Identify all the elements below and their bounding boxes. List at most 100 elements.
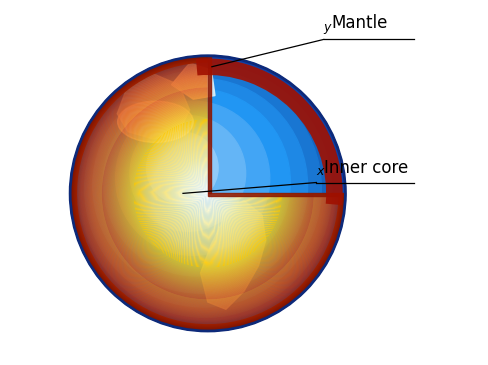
Wedge shape (161, 146, 255, 241)
Wedge shape (71, 56, 345, 330)
Wedge shape (109, 95, 306, 292)
Wedge shape (163, 149, 252, 238)
Wedge shape (155, 141, 261, 246)
Wedge shape (183, 169, 232, 218)
Wedge shape (71, 57, 344, 330)
Wedge shape (178, 164, 238, 223)
Wedge shape (150, 136, 265, 251)
Ellipse shape (70, 56, 346, 331)
Wedge shape (102, 87, 314, 299)
Wedge shape (196, 181, 220, 205)
Wedge shape (195, 180, 221, 206)
Wedge shape (170, 155, 246, 231)
Wedge shape (103, 89, 312, 298)
Ellipse shape (146, 132, 218, 204)
Wedge shape (101, 86, 315, 301)
Wedge shape (164, 150, 251, 237)
Wedge shape (94, 79, 322, 308)
Wedge shape (122, 107, 294, 280)
Wedge shape (191, 177, 224, 210)
Polygon shape (201, 201, 266, 309)
Wedge shape (121, 106, 295, 280)
Wedge shape (84, 70, 331, 317)
Wedge shape (166, 151, 249, 235)
Wedge shape (125, 111, 290, 276)
Wedge shape (115, 101, 301, 286)
Wedge shape (99, 84, 317, 303)
Wedge shape (196, 58, 343, 205)
Wedge shape (81, 67, 334, 320)
Wedge shape (118, 104, 297, 283)
Wedge shape (99, 85, 316, 302)
Wedge shape (115, 100, 301, 287)
Wedge shape (145, 131, 270, 256)
Wedge shape (129, 115, 286, 272)
Wedge shape (193, 178, 223, 208)
Text: Inner core: Inner core (324, 159, 408, 177)
Wedge shape (157, 142, 259, 245)
Wedge shape (189, 175, 226, 212)
Wedge shape (197, 182, 219, 204)
Wedge shape (117, 103, 299, 284)
Wedge shape (96, 82, 320, 305)
Wedge shape (88, 73, 328, 313)
Wedge shape (152, 138, 264, 249)
Wedge shape (87, 73, 328, 314)
Wedge shape (154, 139, 262, 247)
Wedge shape (187, 173, 228, 214)
Polygon shape (117, 74, 190, 139)
Wedge shape (91, 77, 325, 310)
Ellipse shape (93, 78, 307, 293)
Wedge shape (165, 151, 250, 236)
Polygon shape (208, 56, 210, 193)
Wedge shape (177, 163, 239, 224)
Wedge shape (143, 129, 272, 257)
Wedge shape (116, 101, 300, 285)
Wedge shape (77, 63, 339, 324)
Wedge shape (77, 62, 339, 325)
Wedge shape (111, 97, 304, 290)
Wedge shape (113, 98, 303, 289)
Ellipse shape (103, 89, 290, 276)
Wedge shape (107, 92, 309, 294)
Wedge shape (199, 184, 217, 203)
Wedge shape (142, 127, 274, 260)
Polygon shape (172, 63, 215, 99)
Wedge shape (185, 171, 230, 216)
Wedge shape (114, 99, 302, 287)
Wedge shape (207, 192, 209, 194)
Wedge shape (79, 65, 337, 322)
Ellipse shape (70, 56, 346, 331)
Wedge shape (123, 109, 292, 278)
Wedge shape (126, 112, 289, 274)
Wedge shape (135, 121, 280, 266)
Wedge shape (162, 148, 253, 239)
Wedge shape (128, 114, 287, 273)
Text: Mantle: Mantle (331, 14, 387, 32)
Wedge shape (98, 84, 318, 303)
Wedge shape (108, 94, 307, 293)
Wedge shape (80, 66, 335, 321)
Wedge shape (86, 72, 329, 315)
Text: x: x (316, 165, 324, 178)
Wedge shape (198, 183, 218, 204)
Wedge shape (202, 188, 213, 199)
Wedge shape (143, 128, 273, 258)
Wedge shape (175, 161, 240, 226)
Wedge shape (111, 96, 305, 291)
Wedge shape (172, 158, 243, 228)
Wedge shape (204, 190, 211, 197)
Wedge shape (183, 168, 233, 218)
Wedge shape (85, 70, 331, 316)
Wedge shape (103, 89, 312, 297)
Wedge shape (159, 144, 257, 243)
Wedge shape (78, 63, 338, 323)
Wedge shape (70, 56, 346, 331)
Wedge shape (70, 56, 346, 331)
Wedge shape (113, 99, 303, 288)
Wedge shape (98, 83, 318, 304)
Ellipse shape (79, 64, 332, 317)
Wedge shape (94, 80, 322, 307)
Wedge shape (174, 160, 241, 227)
Wedge shape (188, 174, 227, 213)
